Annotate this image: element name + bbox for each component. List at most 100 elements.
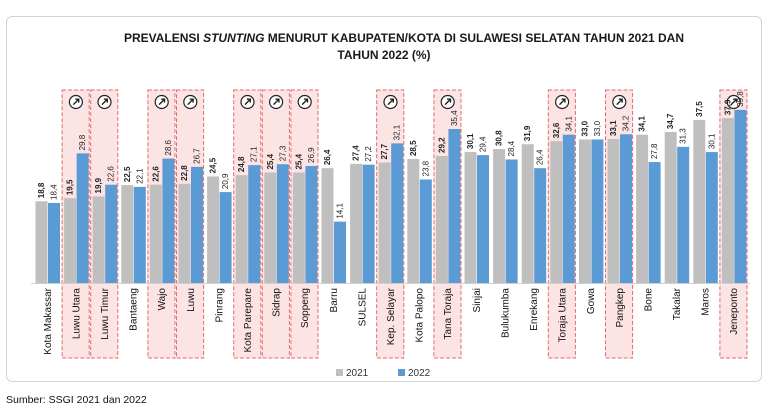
value-label-2022: 27,8 bbox=[650, 143, 659, 159]
value-label-2021: 22,8 bbox=[180, 165, 189, 181]
value-label-2022: 22,1 bbox=[135, 168, 144, 184]
value-label-2021: 30,8 bbox=[495, 130, 504, 146]
value-label-2021: 34,1 bbox=[638, 116, 647, 132]
value-label-2022: 35,4 bbox=[450, 110, 459, 126]
value-label-2021: 25,4 bbox=[266, 153, 275, 169]
chart-title: PREVALENSI STUNTING MENURUT KABUPATEN/KO… bbox=[0, 30, 768, 64]
legend-label-2022: 2022 bbox=[408, 368, 431, 379]
value-label-2022: 18,4 bbox=[50, 184, 59, 200]
bar-2022 bbox=[76, 153, 89, 283]
category-label: Barru bbox=[329, 288, 340, 312]
arrow-up-right-circle-icon bbox=[183, 94, 198, 110]
value-label-2022: 29,8 bbox=[78, 134, 87, 150]
bar-2022 bbox=[219, 192, 232, 283]
value-label-2022: 27,1 bbox=[250, 146, 259, 162]
bar-2021 bbox=[92, 196, 105, 283]
value-label-2022: 14,1 bbox=[336, 203, 345, 219]
value-label-2021: 33,0 bbox=[580, 120, 589, 136]
bar-2021 bbox=[664, 132, 677, 283]
bar-2021 bbox=[721, 118, 734, 283]
bar-2022 bbox=[734, 109, 747, 284]
value-label-2021: 28,5 bbox=[409, 140, 418, 156]
value-label-2022: 26,9 bbox=[307, 147, 316, 163]
title-line-2: TAHUN 2022 (%) bbox=[337, 48, 431, 62]
category-labels: Kota Makassar Luwu Utara Luwu Timur Bantaen… bbox=[43, 287, 740, 354]
bar-2022 bbox=[534, 168, 547, 283]
category-label: Maros bbox=[701, 288, 712, 316]
title-part-3: MENURUT KABUPATEN/KOTA DI SULAWESI SELAT… bbox=[264, 31, 685, 45]
value-label-2022: 34,1 bbox=[564, 116, 573, 132]
bar-2021 bbox=[64, 198, 77, 283]
category-label: Kota Makassar bbox=[43, 287, 54, 354]
bar-2021 bbox=[149, 184, 162, 283]
value-label-2021: 31,9 bbox=[523, 125, 532, 141]
arrow-up-right-circle-icon bbox=[297, 94, 312, 110]
bar-2022 bbox=[648, 162, 661, 283]
arrow-up-right-circle-icon bbox=[554, 94, 570, 110]
bar-2021 bbox=[521, 144, 534, 283]
bar-2021 bbox=[178, 183, 191, 283]
value-label-2022: 23,8 bbox=[421, 160, 430, 176]
bar-2021 bbox=[464, 152, 477, 283]
category-label: Enrekang bbox=[529, 288, 540, 331]
bar-2021 bbox=[292, 172, 305, 283]
value-label-2021: 33,1 bbox=[609, 120, 618, 136]
value-label-2022: 20,9 bbox=[221, 173, 230, 189]
title-part-1: PREVALENSI bbox=[123, 31, 204, 45]
bar-2021 bbox=[493, 149, 506, 283]
category-label: Wajo bbox=[157, 288, 168, 311]
arrow-up-right-circle-icon bbox=[612, 94, 627, 110]
value-label-2021: 18,8 bbox=[37, 182, 46, 198]
value-label-2021: 22,6 bbox=[151, 166, 160, 182]
title-line-1: PREVALENSI STUNTING MENURUT KABUPATEN/KO… bbox=[0, 30, 768, 47]
value-label-2021: 27,7 bbox=[380, 143, 389, 159]
category-label: Bulukumba bbox=[500, 288, 511, 338]
value-label-2021: 24,5 bbox=[209, 157, 218, 173]
category-label: Jeneponto bbox=[729, 288, 740, 335]
bar-2022 bbox=[191, 166, 203, 283]
arrow-up-right-circle-icon bbox=[68, 94, 84, 110]
category-label: Gowa bbox=[586, 288, 597, 315]
category-label: Luwu Timur bbox=[100, 287, 111, 339]
value-label-2022: 33,0 bbox=[593, 120, 602, 136]
bar-2022 bbox=[448, 129, 461, 283]
category-label: Pangkep bbox=[615, 288, 626, 328]
category-label: Sinjai bbox=[472, 288, 483, 312]
value-label-2022: 29,4 bbox=[479, 136, 488, 152]
arrow-up-right-circle-icon bbox=[154, 94, 169, 110]
bar-2022 bbox=[419, 179, 432, 283]
bar-2021 bbox=[407, 159, 420, 283]
value-label-2022: 26,7 bbox=[193, 148, 202, 164]
bar-2022 bbox=[562, 134, 575, 283]
category-label: Luwu Utara bbox=[71, 288, 82, 340]
bar-2022 bbox=[248, 165, 261, 283]
bar-2022 bbox=[705, 152, 718, 283]
bar-2021 bbox=[35, 201, 48, 283]
bar-2021 bbox=[578, 139, 591, 283]
bar-2021 bbox=[378, 162, 391, 283]
value-label-2021: 29,2 bbox=[437, 137, 446, 153]
arrow-up-right-circle-icon bbox=[269, 94, 284, 110]
bar-2022 bbox=[591, 139, 604, 283]
bar-2022 bbox=[477, 155, 489, 283]
bar-2021 bbox=[636, 134, 649, 283]
bars bbox=[31, 109, 750, 284]
category-label: Takalar bbox=[672, 287, 683, 320]
value-label-2021: 37,5 bbox=[695, 101, 704, 117]
category-label: Kota Palopo bbox=[415, 288, 426, 343]
bar-2022 bbox=[305, 165, 318, 283]
value-label-2021: 24,8 bbox=[237, 156, 246, 172]
bar-2022 bbox=[133, 186, 146, 283]
bar-2021 bbox=[121, 185, 134, 283]
value-label-2022: 30,1 bbox=[707, 133, 716, 149]
bar-2022 bbox=[162, 158, 175, 283]
bar-2021 bbox=[235, 175, 248, 283]
value-label-2021: 19,5 bbox=[66, 179, 75, 195]
bar-2022 bbox=[391, 143, 404, 283]
title-part-italic: STUNTING bbox=[203, 31, 265, 45]
bar-2021 bbox=[435, 155, 448, 283]
legend-swatch-2022 bbox=[398, 369, 405, 376]
value-label-2022: 34,2 bbox=[622, 115, 631, 131]
chart-frame bbox=[6, 16, 762, 382]
